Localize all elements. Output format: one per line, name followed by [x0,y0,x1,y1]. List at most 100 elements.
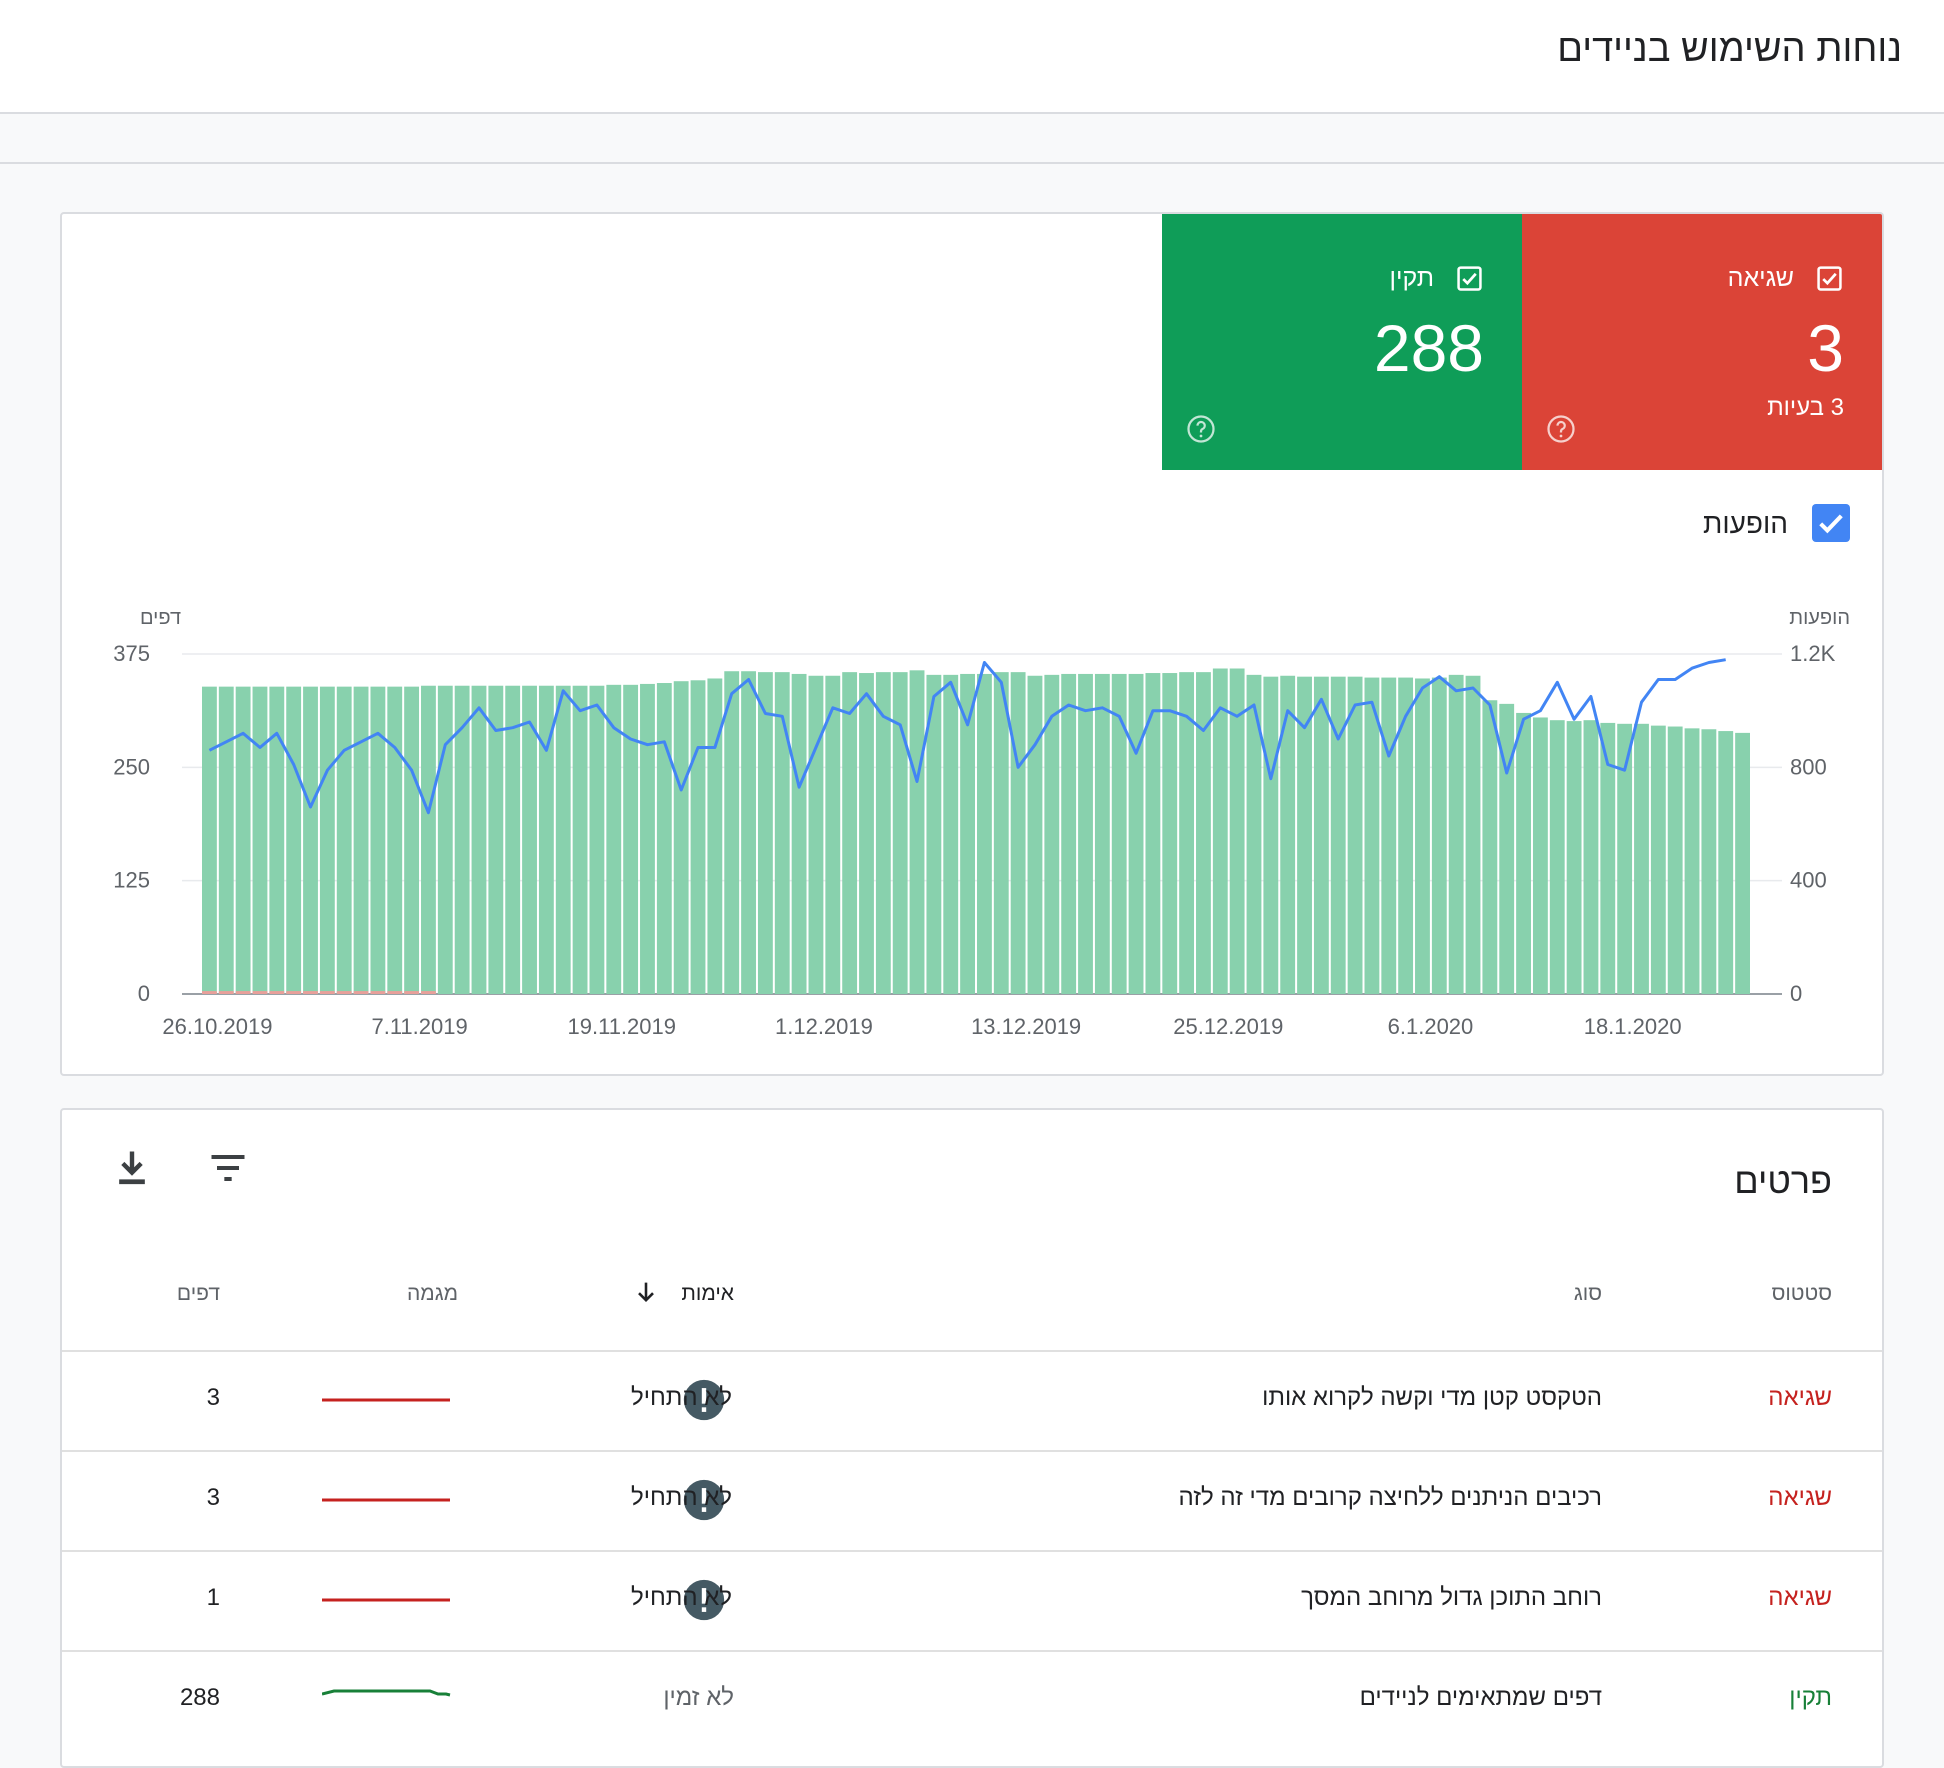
bar-valid[interactable] [656,683,672,994]
bar-valid[interactable] [1482,700,1498,994]
bar-valid[interactable] [1735,732,1750,994]
bar-valid[interactable] [1128,673,1144,994]
bar-error[interactable] [202,991,217,994]
bar-valid[interactable] [1280,675,1296,994]
bar-valid[interactable] [606,684,622,994]
bar-valid[interactable] [1650,725,1666,994]
bar-valid[interactable] [1448,674,1464,994]
bar-valid[interactable] [1516,712,1531,994]
bar-error[interactable] [336,991,352,994]
bar-valid[interactable] [319,686,335,994]
valid-summary-tile[interactable]: תקין 288 [1162,214,1522,470]
bar-valid[interactable] [572,685,588,994]
bar-valid[interactable] [1162,673,1178,994]
bar-valid[interactable] [926,674,942,994]
table-row[interactable]: שגיאה הטקסט קטן מדי וקשה לקרוא אותו לא התח… [62,1350,1882,1452]
bar-valid[interactable] [1027,675,1043,994]
bar-valid[interactable] [774,672,790,994]
bar-valid[interactable] [235,686,251,994]
bar-valid[interactable] [404,686,420,994]
bar-valid[interactable] [724,671,740,994]
bar-valid[interactable] [757,672,773,994]
bar-valid[interactable] [808,675,824,994]
bar-error[interactable] [269,991,285,994]
error-summary-tile[interactable]: שגיאה 3 3 בעיות [1522,214,1882,470]
bar-error[interactable] [303,991,318,994]
bar-valid[interactable] [471,685,487,994]
bar-valid[interactable] [1667,726,1683,994]
bar-valid[interactable] [1229,668,1245,994]
column-header-validation[interactable]: אימות [681,1282,734,1305]
bar-valid[interactable] [1634,723,1649,994]
bar-valid[interactable] [875,672,891,994]
bar-error[interactable] [286,991,302,994]
bar-valid[interactable] [1701,729,1717,994]
bar-valid[interactable] [1313,676,1329,994]
bar-valid[interactable] [690,680,706,994]
bar-valid[interactable] [960,673,975,994]
bar-valid[interactable] [1583,720,1599,994]
bar-valid[interactable] [1010,672,1026,994]
bar-valid[interactable] [1566,721,1582,994]
bar-valid[interactable] [269,686,285,994]
bar-valid[interactable] [1532,717,1548,994]
bar-valid[interactable] [505,685,521,994]
bar-valid[interactable] [1330,676,1346,994]
bar-error[interactable] [218,991,234,994]
bar-valid[interactable] [1297,676,1312,994]
column-header-status[interactable]: סטטוס [1771,1282,1832,1305]
bar-valid[interactable] [892,672,908,994]
bar-valid[interactable] [538,685,554,994]
help-icon[interactable] [1186,414,1216,444]
bar-valid[interactable] [1246,674,1262,994]
filter-icon[interactable] [206,1146,250,1190]
bar-valid[interactable] [1111,673,1127,994]
sort-arrow-down-icon[interactable] [632,1278,660,1306]
bar-valid[interactable] [1196,672,1211,994]
table-row[interactable]: שגיאה רוחב התוכן גדול מרוחב המסך לא התחיל 1 [62,1550,1882,1652]
column-header-pages[interactable]: דפים [176,1282,220,1305]
bar-valid[interactable] [286,686,302,994]
bar-valid[interactable] [387,686,403,994]
bar-valid[interactable] [202,686,217,994]
column-header-type[interactable]: סוג [1573,1282,1602,1305]
bar-valid[interactable] [1094,673,1110,994]
bar-valid[interactable] [1179,672,1195,994]
bar-valid[interactable] [909,670,925,994]
bar-valid[interactable] [421,685,436,994]
bar-valid[interactable] [943,674,959,994]
bar-valid[interactable] [1078,673,1093,994]
bar-error[interactable] [421,991,436,994]
bar-valid[interactable] [1600,722,1616,994]
bar-valid[interactable] [1465,675,1481,994]
bar-valid[interactable] [859,673,874,994]
bar-valid[interactable] [1212,668,1228,994]
bar-valid[interactable] [1263,676,1279,994]
bar-valid[interactable] [993,672,1009,994]
bar-valid[interactable] [1617,723,1633,994]
bar-valid[interactable] [791,673,807,994]
bar-valid[interactable] [370,686,386,994]
help-icon[interactable] [1546,414,1576,444]
bar-valid[interactable] [1499,703,1515,994]
bar-valid[interactable] [1415,678,1430,994]
bar-valid[interactable] [488,685,504,994]
bar-valid[interactable] [673,681,689,994]
bar-valid[interactable] [1347,676,1363,994]
bar-valid[interactable] [218,686,234,994]
bar-valid[interactable] [303,686,318,994]
impressions-checkbox[interactable] [1812,504,1850,542]
table-row[interactable]: תקין דפים שמתאימים לניידים לא זמין 288 [62,1650,1882,1752]
bar-valid[interactable] [1381,677,1397,994]
bar-error[interactable] [252,991,268,994]
bar-valid[interactable] [1061,673,1077,994]
bar-valid[interactable] [437,685,453,994]
bar-valid[interactable] [1044,674,1060,994]
bar-valid[interactable] [1549,720,1565,994]
bar-error[interactable] [387,991,403,994]
download-icon[interactable] [110,1146,154,1190]
bar-valid[interactable] [842,672,858,994]
bar-valid[interactable] [640,683,655,994]
bar-valid[interactable] [1718,731,1734,994]
table-row[interactable]: שגיאה רכיבים הניתנים ללחיצה קרובים מדי זה… [62,1450,1882,1552]
